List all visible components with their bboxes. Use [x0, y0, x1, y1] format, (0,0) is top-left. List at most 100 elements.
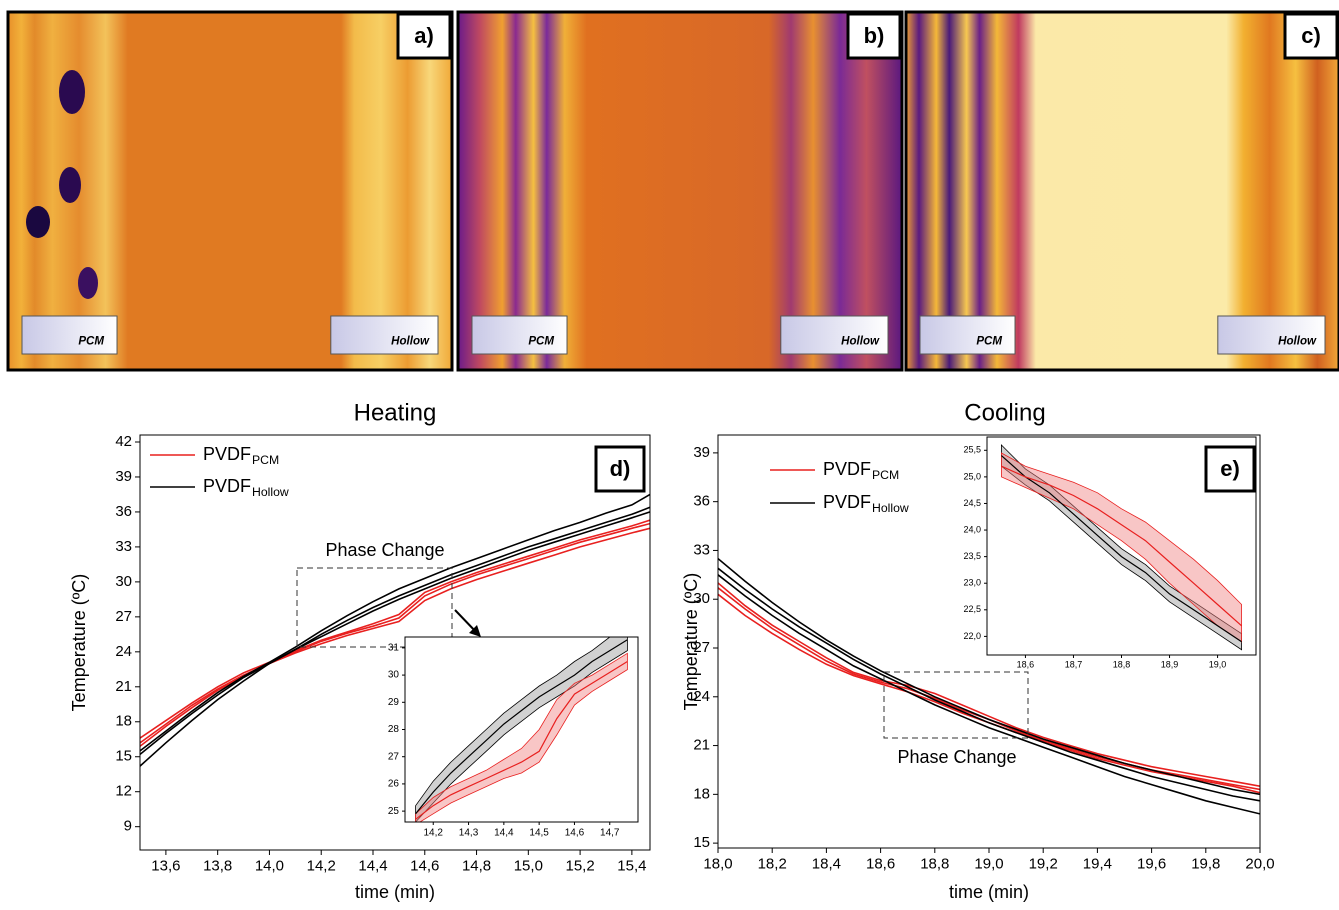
y-tick-label: 25,5	[963, 445, 981, 455]
y-tick-label: 23,0	[963, 578, 981, 588]
label-sub: PCM	[872, 468, 899, 482]
label-sub: Hollow	[1278, 335, 1317, 347]
y-tick-label: 15	[115, 748, 132, 765]
x-tick-label: 14,5	[529, 828, 549, 839]
x-tick-label: 14,3	[459, 828, 479, 839]
tag-box	[471, 315, 568, 355]
panel-label-box	[396, 12, 452, 60]
y-tick-label: 31	[388, 643, 400, 654]
panel-label-box	[1204, 445, 1256, 493]
plot-layer	[415, 637, 628, 822]
y-tick-label: 15	[693, 834, 710, 851]
panel-label-box	[594, 445, 646, 493]
line	[140, 519, 650, 739]
plot-frame	[717, 434, 1261, 849]
x-tick-label: 14,6	[410, 857, 439, 874]
x-tick-label: 18,6	[1017, 659, 1035, 669]
panel-label-box	[846, 12, 902, 60]
y-tick-label: 27	[115, 608, 132, 625]
y-axis-label: Temperature (ºC)	[681, 573, 701, 711]
plot-frame	[986, 436, 1257, 656]
label-sub: PCM	[976, 335, 1002, 347]
y-tick-label: 25	[388, 806, 400, 817]
band	[1001, 444, 1242, 651]
y-tick-label: 23,5	[963, 551, 981, 561]
y-tick-label: 27	[693, 639, 710, 656]
tag-box	[1217, 315, 1326, 355]
cold-spot	[78, 267, 98, 299]
label-sub: Hollow	[391, 335, 430, 347]
label-sub: Hollow	[841, 335, 880, 347]
plot-layer	[140, 493, 650, 767]
panel-label: c)	[1301, 23, 1321, 48]
y-tick-label: 22,0	[963, 631, 981, 641]
label-sub: Hollow	[252, 485, 289, 499]
x-tick-label: 18,6	[866, 855, 895, 872]
y-tick-label: 18	[115, 713, 132, 730]
x-tick-label: 15,2	[565, 857, 594, 874]
x-tick-label: 14,8	[462, 857, 491, 874]
x-axis-label: time (min)	[355, 882, 435, 902]
line	[718, 567, 1260, 802]
annotation-box	[883, 671, 1029, 739]
label-sub: PCM	[252, 453, 279, 467]
panel-label: e)	[1220, 456, 1240, 481]
x-tick-label: 18,2	[758, 855, 787, 872]
y-tick-label: 33	[115, 538, 132, 555]
y-tick-label: 25,0	[963, 471, 981, 481]
y-tick-label: 36	[115, 503, 132, 520]
x-tick-label: 20,0	[1245, 855, 1274, 872]
y-tick-label: 21	[115, 678, 132, 695]
y-tick-label: 28	[388, 724, 400, 735]
label-sub: Hollow	[872, 501, 909, 515]
plot-frame	[139, 434, 651, 851]
line	[140, 527, 650, 747]
chart-title: Heating	[354, 399, 437, 426]
y-tick-label: 39	[693, 444, 710, 461]
y-tick-label: 30	[115, 573, 132, 590]
image-area	[6, 10, 454, 372]
y-tick-label: 30	[693, 590, 710, 607]
line	[718, 557, 1260, 796]
label-main: PVDF	[203, 444, 251, 464]
x-tick-label: 18,8	[1113, 659, 1131, 669]
x-tick-label: 19,0	[974, 855, 1003, 872]
annotation: Phase Change	[897, 747, 1016, 767]
y-tick-label: 29	[388, 697, 400, 708]
x-tick-label: 19,0	[1209, 659, 1227, 669]
y-tick-label: 27	[388, 751, 400, 762]
thermal-image-a	[6, 10, 454, 372]
annotation-box	[296, 567, 453, 648]
x-tick-label: 19,6	[1137, 855, 1166, 872]
x-axis-label: time (min)	[949, 882, 1029, 902]
band	[415, 652, 628, 822]
line	[1001, 455, 1242, 643]
x-tick-label: 19,4	[1083, 855, 1112, 872]
x-tick-label: 18,4	[812, 855, 841, 872]
x-tick-label: 13,6	[151, 857, 180, 874]
y-tick-label: 24,5	[963, 498, 981, 508]
line	[718, 582, 1260, 787]
x-tick-label: 15,4	[617, 857, 646, 874]
line	[140, 511, 650, 767]
y-tick-label: 33	[693, 541, 710, 558]
x-tick-label: 14,2	[307, 857, 336, 874]
y-tick-label: 12	[115, 783, 132, 800]
label-sub: PCM	[78, 335, 104, 347]
x-tick-label: 14,4	[358, 857, 387, 874]
y-tick-label: 21	[693, 737, 710, 754]
plot-layer	[1001, 444, 1242, 651]
line	[140, 493, 650, 752]
x-tick-label: 18,0	[703, 855, 732, 872]
line	[140, 506, 650, 756]
cold-spot	[26, 206, 50, 238]
y-tick-label: 36	[693, 493, 710, 510]
label-main: PVDF	[823, 492, 871, 512]
plot-frame	[404, 636, 639, 823]
y-tick-label: 39	[115, 468, 132, 485]
label-main: PVDF	[203, 476, 251, 496]
x-tick-label: 13,8	[203, 857, 232, 874]
tag-box	[780, 315, 889, 355]
panel-label: b)	[864, 23, 885, 48]
line	[415, 660, 628, 820]
